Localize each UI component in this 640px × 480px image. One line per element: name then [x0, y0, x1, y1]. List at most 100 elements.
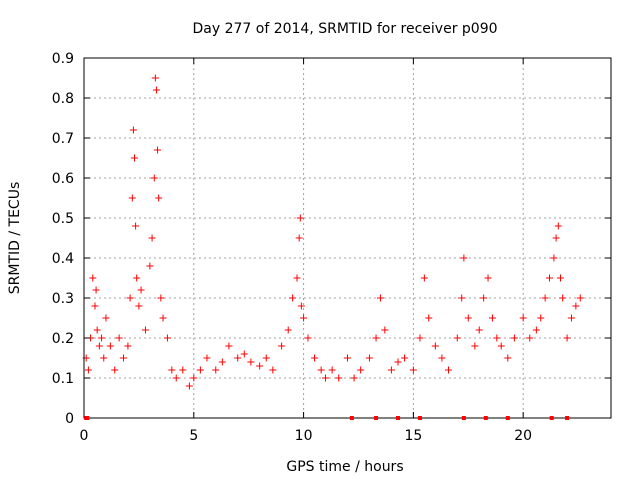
data-point	[269, 366, 277, 374]
axis-marker	[461, 416, 466, 420]
axis-marker	[483, 416, 488, 420]
axis-marker	[505, 416, 510, 420]
data-point	[541, 294, 549, 302]
data-point	[256, 362, 264, 370]
data-point	[225, 342, 233, 350]
data-point	[115, 334, 123, 342]
data-point	[93, 326, 101, 334]
data-point	[102, 314, 110, 322]
data-point	[296, 214, 304, 222]
data-point	[124, 342, 132, 350]
data-point	[168, 366, 176, 374]
data-point	[92, 286, 100, 294]
x-tick-label: 5	[189, 428, 198, 444]
data-point	[328, 366, 336, 374]
data-point	[394, 358, 402, 366]
data-point	[212, 366, 220, 374]
data-point	[106, 342, 114, 350]
data-point	[493, 334, 501, 342]
data-point	[133, 274, 141, 282]
data-point	[559, 294, 567, 302]
data-point	[234, 354, 242, 362]
data-point	[357, 366, 365, 374]
data-point	[84, 366, 92, 374]
data-point	[135, 302, 143, 310]
data-point	[151, 74, 159, 82]
data-point	[311, 354, 319, 362]
axis-marker	[396, 416, 401, 420]
data-point	[504, 354, 512, 362]
data-point	[497, 342, 505, 350]
data-point	[304, 334, 312, 342]
data-point	[556, 274, 564, 282]
data-point	[150, 174, 158, 182]
plot-frame	[83, 57, 612, 419]
data-point	[98, 334, 106, 342]
data-point	[120, 354, 128, 362]
data-point	[322, 374, 330, 382]
data-point	[552, 234, 560, 242]
data-point	[458, 294, 466, 302]
data-point	[550, 254, 558, 262]
data-point	[484, 274, 492, 282]
data-point	[163, 334, 171, 342]
data-point	[190, 374, 198, 382]
data-point	[350, 374, 358, 382]
data-point	[365, 354, 373, 362]
data-point	[576, 294, 584, 302]
x-tick-label: 20	[514, 428, 532, 444]
data-point	[132, 222, 140, 230]
data-point	[381, 326, 389, 334]
data-point	[284, 326, 292, 334]
data-point	[129, 126, 137, 134]
x-tick-label: 15	[404, 428, 422, 444]
data-point	[416, 334, 424, 342]
data-point	[409, 366, 417, 374]
data-point	[425, 314, 433, 322]
data-point	[100, 354, 108, 362]
y-tick-label: 0.1	[52, 371, 74, 387]
data-point	[146, 262, 154, 270]
data-point	[387, 366, 395, 374]
axis-marker	[565, 416, 570, 420]
data-point	[532, 326, 540, 334]
axis-marker	[549, 416, 554, 420]
data-point	[344, 354, 351, 362]
data-point	[154, 146, 162, 154]
data-point	[471, 342, 479, 350]
axis-marker	[374, 416, 379, 420]
data-point	[401, 354, 409, 362]
y-tick-label: 0.2	[52, 331, 74, 347]
axis-ticks: 0 0.1 0.2 0.3 0.4 0.5 0.6 0.7 0.8 0.9 0 5 10 15 20	[52, 51, 611, 444]
x-axis-label: GPS time / hours	[286, 459, 403, 475]
data-point	[148, 234, 156, 242]
data-point	[300, 314, 308, 322]
axis-marker	[85, 416, 90, 420]
data-point	[554, 222, 562, 230]
y-tick-label: 0.6	[52, 171, 74, 187]
axis-markers	[84, 416, 570, 420]
data-point	[510, 334, 518, 342]
data-point	[152, 86, 160, 94]
data-point	[278, 342, 286, 350]
data-point	[289, 294, 297, 302]
data-point	[203, 354, 211, 362]
data-point	[567, 314, 575, 322]
chart-title: Day 277 of 2014, SRMTID for receiver p09…	[192, 21, 497, 37]
y-axis-label: SRMTID / TECUs	[7, 182, 23, 295]
plot-border	[83, 57, 612, 419]
data-point	[563, 334, 571, 342]
data-points	[82, 74, 584, 390]
y-tick-label: 0.9	[52, 51, 74, 67]
data-point	[376, 294, 384, 302]
x-tick-label: 0	[80, 428, 89, 444]
data-point	[91, 302, 99, 310]
data-point	[131, 154, 139, 162]
data-point	[141, 326, 149, 334]
data-point	[172, 374, 180, 382]
y-tick-label: 0	[65, 411, 74, 427]
data-point	[453, 334, 461, 342]
x-tick-label: 10	[295, 428, 313, 444]
data-point	[218, 358, 226, 366]
